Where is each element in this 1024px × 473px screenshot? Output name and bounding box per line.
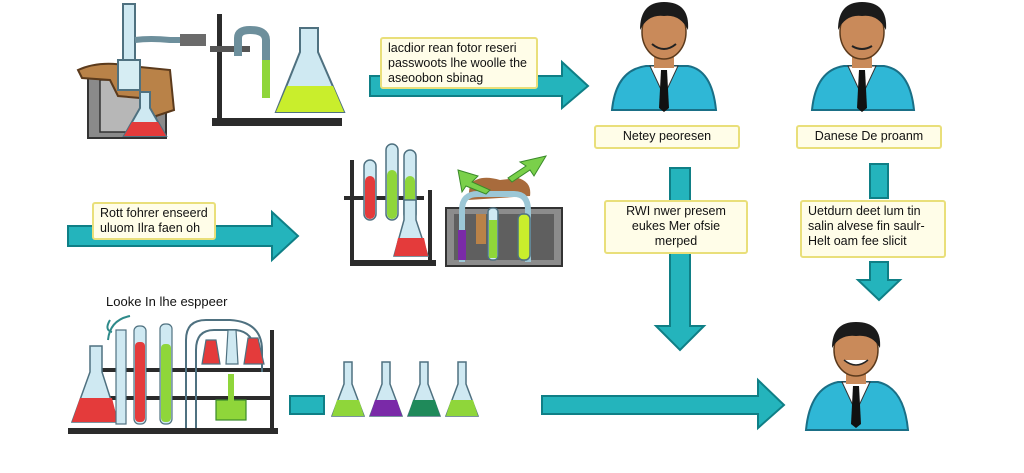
- person2-name: Danese De proanm: [814, 129, 924, 143]
- process-note-top-line: aseoobon sbinag: [388, 71, 484, 85]
- person2-name-box: Danese De proanm: [796, 125, 942, 149]
- process-note-center-right-line: merped: [654, 234, 698, 248]
- tube-rack-flask-icon: [68, 315, 278, 434]
- process-note-far-right-line: Uetdurn deet lum tin: [808, 204, 921, 218]
- person1-name: Netey peoresen: [622, 129, 712, 143]
- person1-name-box: Netey peoresen: [594, 125, 740, 149]
- process-note-center-right: RWI nwer presem eukes Mer ofsie merped: [604, 200, 748, 254]
- process-note-far-right-line: salin alvese fin saulr-: [808, 219, 925, 233]
- bottom-left-caption: Looke In lhe esppeer: [106, 294, 228, 309]
- scientist-avatar-icon: [610, 2, 718, 112]
- process-note-top: lacdior rean fotor reseri passwoots lhe …: [380, 37, 538, 89]
- process-note-top-line: passwoots lhe woolle the: [388, 56, 527, 70]
- process-note-left-line: uluom Ilra faen oh: [100, 221, 201, 235]
- small-flasks-icon: [330, 361, 480, 417]
- process-note-top-line: lacdior rean fotor reseri: [388, 41, 517, 55]
- scientist-avatar-icon: [804, 322, 910, 431]
- process-note-far-right: Uetdurn deet lum tin salin alvese fin sa…: [800, 200, 946, 258]
- test-tube-rack-icon: [344, 143, 436, 266]
- scientist-avatar-icon: [810, 2, 916, 112]
- process-note-center-right-line: eukes Mer ofsie: [631, 219, 721, 233]
- process-note-left: Rott fohrer enseerd uluom Ilra faen oh: [92, 202, 216, 240]
- process-note-far-right-line: Helt oam fee slicit: [808, 234, 907, 248]
- distillation-apparatus-icon: [76, 3, 346, 139]
- arrow-down-icon: [855, 163, 903, 302]
- u-tube-tray-icon: [445, 155, 563, 267]
- arrow-right-icon: [541, 377, 786, 431]
- arrow-down-icon: [653, 167, 707, 352]
- process-note-left-line: Rott fohrer enseerd: [100, 206, 208, 220]
- connector-bar: [289, 395, 325, 415]
- process-note-center-right-line: RWI nwer presem: [626, 204, 726, 218]
